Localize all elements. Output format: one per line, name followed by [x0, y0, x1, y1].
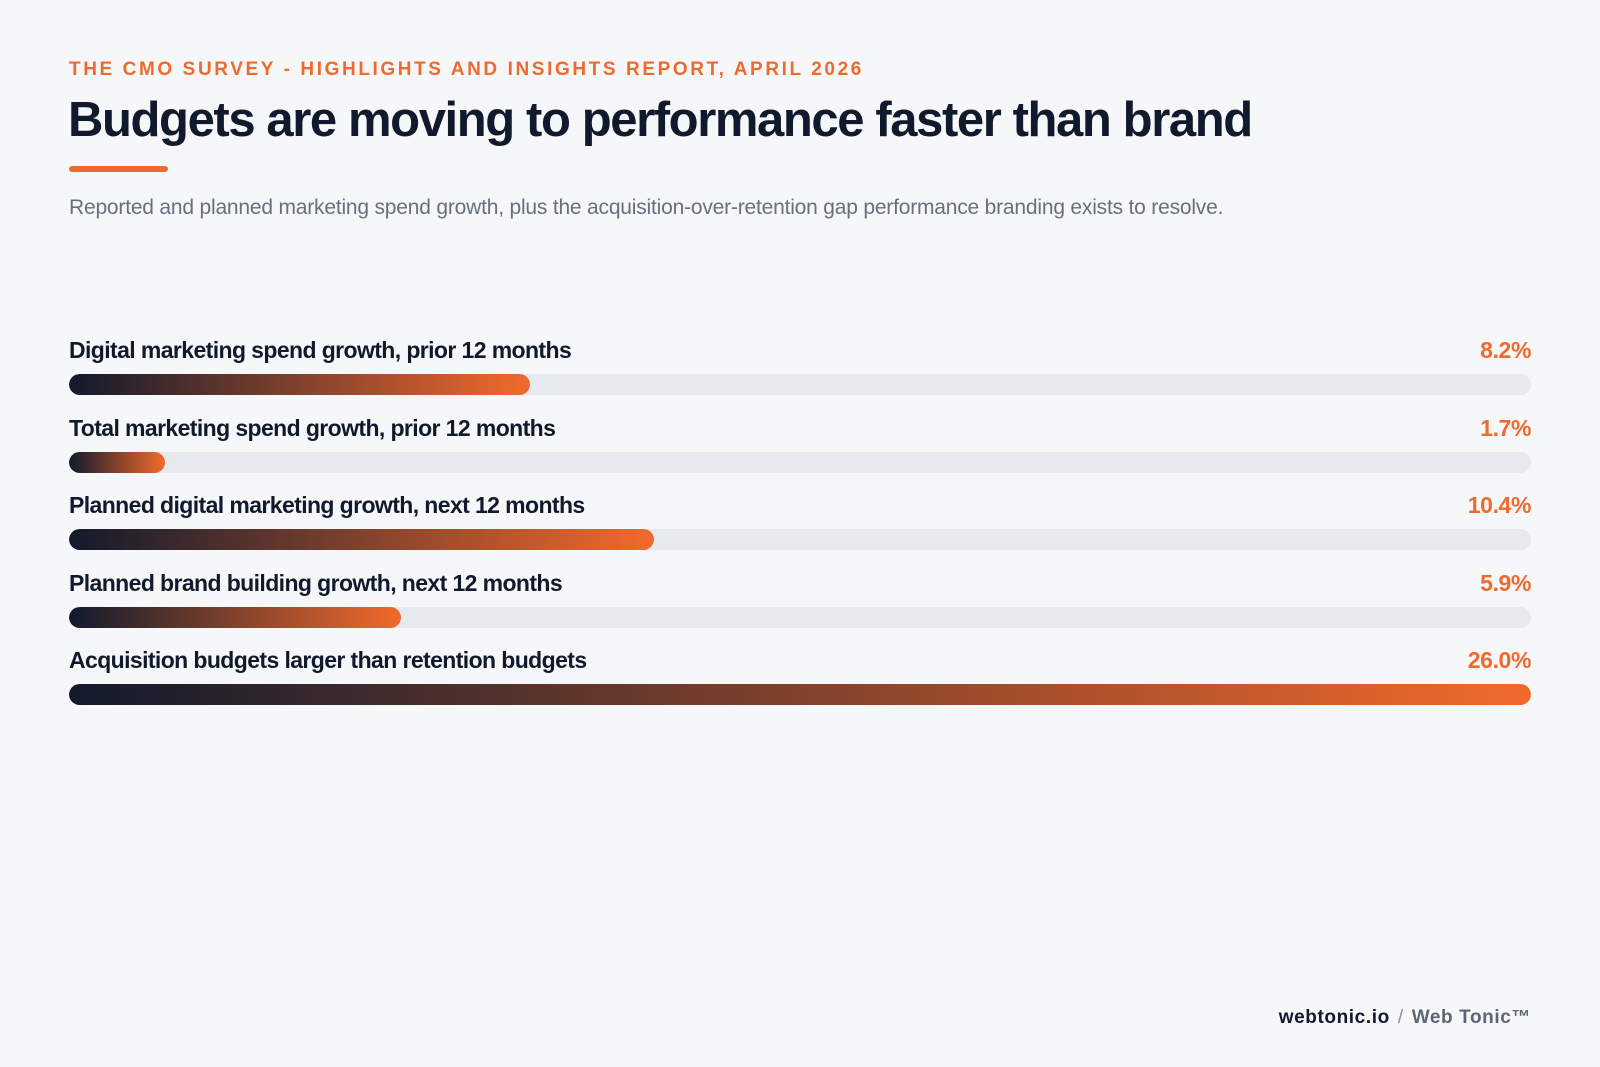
bar-value-label: 5.9% — [1480, 569, 1531, 596]
subtitle: Reported and planned marketing spend gro… — [69, 196, 1224, 219]
bar — [69, 606, 401, 628]
bar-row: Planned digital marketing growth, next 1… — [69, 492, 1531, 570]
bar-label: Planned digital marketing growth, next 1… — [69, 492, 585, 518]
bar — [69, 529, 654, 550]
accent-rule — [69, 166, 168, 172]
bar-value-label: 26.0% — [1467, 647, 1532, 673]
bar-row: Total marketing spend growth, prior 12 m… — [69, 415, 1531, 493]
bar-track — [69, 374, 1531, 395]
bar-row: Digital marketing spend growth, prior 12… — [69, 337, 1531, 415]
page-title: Budgets are moving to performance faster… — [68, 93, 1253, 147]
footer-separator: / — [1397, 1007, 1404, 1028]
bar — [69, 374, 531, 395]
bar-track — [69, 529, 1531, 550]
bar-label: Planned brand building growth, next 12 m… — [69, 569, 563, 596]
bar-track — [69, 451, 1531, 473]
bar-row: Acquisition budgets larger than retentio… — [69, 647, 1531, 725]
bar-chart: Digital marketing spend growth, prior 12… — [69, 337, 1531, 725]
bar-value-label: 10.4% — [1467, 492, 1532, 518]
bar-track — [69, 606, 1531, 628]
eyebrow: THE CMO SURVEY - HIGHLIGHTS AND INSIGHTS… — [69, 59, 864, 80]
footer: webtonic.io / Web Tonic™ — [1279, 1007, 1531, 1029]
footer-site: webtonic.io — [1278, 1007, 1390, 1028]
bar-label: Acquisition budgets larger than retentio… — [69, 647, 587, 673]
bar — [69, 684, 1531, 705]
bar-label: Total marketing spend growth, prior 12 m… — [69, 414, 556, 441]
footer-brand: Web Tonic™ — [1411, 1007, 1531, 1028]
bar-value-label: 1.7% — [1480, 414, 1531, 441]
bar-track — [69, 684, 1531, 705]
bar — [69, 451, 165, 473]
bar-row: Planned brand building growth, next 12 m… — [69, 570, 1531, 648]
bar-value-label: 8.2% — [1480, 337, 1531, 363]
bar-label: Digital marketing spend growth, prior 12… — [69, 337, 572, 363]
